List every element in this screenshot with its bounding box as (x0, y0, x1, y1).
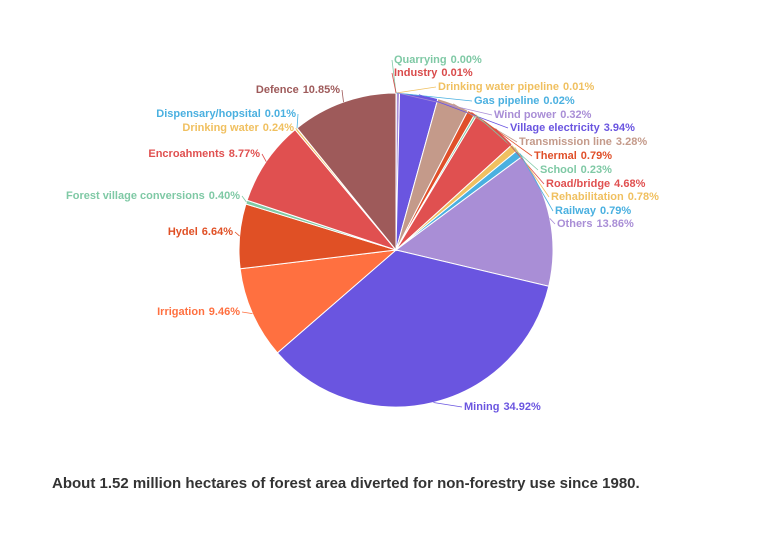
slice-label: Mining 34.92% (464, 401, 541, 413)
category-name: Drinking water pipeline (438, 81, 559, 93)
category-name: Irrigation (157, 306, 205, 318)
caption: About 1.52 million hectares of forest ar… (52, 475, 640, 492)
slice (239, 249, 398, 354)
category-name: Hydel (168, 226, 198, 238)
slice-label: Quarrying 0.00% (394, 54, 482, 66)
category-name: Industry (394, 67, 438, 79)
value-label: 0.01% (563, 81, 594, 93)
category-name: Village electricity (510, 122, 601, 134)
category-name: Forest village conversions (66, 190, 205, 202)
slice-label: Village electricity 3.94% (510, 122, 635, 134)
category-name: Drinking water (182, 122, 259, 134)
slice-label: Encroahments 8.77% (148, 148, 260, 160)
value-label: 0.40% (209, 190, 240, 202)
labels: Quarrying 0.00%Industry 0.01%Drinking wate… (66, 54, 659, 413)
slice (296, 92, 397, 252)
slice-label: Defence 10.85% (256, 84, 340, 96)
leader-line (514, 147, 550, 198)
leader-line (396, 92, 473, 102)
value-label: 10.85% (303, 84, 341, 96)
category-name: Encroahments (148, 148, 224, 160)
leader-line (296, 113, 299, 129)
leader-line (234, 231, 240, 237)
slice-label: Drinking water pipeline 0.01% (438, 81, 594, 93)
category-name: Rehabilitation (551, 191, 624, 203)
leader-line (397, 92, 493, 116)
category-name: Quarrying (394, 54, 447, 66)
leader-line (241, 195, 247, 203)
leader-line (241, 311, 253, 315)
category-name: Wind power (494, 109, 557, 121)
leader-line (391, 72, 397, 94)
category-name: Dispensary/hopsital (156, 108, 261, 120)
value-label: 6.64% (202, 226, 233, 238)
slice-label: Road/bridge 4.68% (546, 178, 646, 190)
leader-line (475, 114, 539, 171)
category-name: Mining (464, 401, 499, 413)
category-name: Thermal (534, 150, 577, 162)
category-name: School (540, 164, 577, 176)
slice-label: Others 13.86% (557, 218, 634, 230)
category-name: Others (557, 218, 592, 230)
slice-label: Railway 0.79% (555, 205, 631, 217)
value-label: 0.24% (263, 122, 294, 134)
value-label: 0.79% (581, 150, 612, 162)
slice-label: School 0.23% (540, 164, 612, 176)
value-label: 0.00% (451, 54, 482, 66)
pie (238, 92, 554, 408)
value-label: 0.01% (265, 108, 296, 120)
value-label: 8.77% (229, 148, 260, 160)
slice-label: Wind power 0.32% (494, 109, 592, 121)
slice (394, 155, 554, 287)
value-label: 3.28% (616, 136, 647, 148)
value-label: 3.94% (604, 122, 635, 134)
leader-line (433, 402, 463, 408)
slice-label: Industry 0.01% (394, 67, 473, 79)
category-name: Defence (256, 84, 299, 96)
slice-label: Hydel 6.64% (168, 226, 233, 238)
slice (276, 249, 550, 408)
value-label: 9.46% (209, 306, 240, 318)
value-label: 34.92% (503, 401, 541, 413)
value-label: 0.78% (628, 191, 659, 203)
leader-line (549, 218, 556, 225)
value-label: 0.32% (560, 109, 591, 121)
slice-label: Forest village conversions 0.40% (66, 190, 240, 202)
slice-label: Dispensary/hopsital 0.01% (156, 108, 296, 120)
value-label: 4.68% (614, 178, 645, 190)
value-label: 0.79% (600, 205, 631, 217)
slice-label: Rehabilitation 0.78% (551, 191, 659, 203)
leader-line (495, 128, 545, 185)
leader-line (418, 94, 509, 129)
slice-label: Irrigation 9.46% (157, 306, 240, 318)
category-name: Road/bridge (546, 178, 610, 190)
category-name: Transmission line (519, 136, 612, 148)
slice (246, 128, 398, 252)
category-name: Gas pipeline (474, 95, 539, 107)
leader-line (519, 153, 554, 212)
leader-line (341, 89, 344, 103)
slice-label: Gas pipeline 0.02% (474, 95, 575, 107)
value-label: 0.02% (543, 95, 574, 107)
leader-line (396, 86, 437, 94)
slice-label: Transmission line 3.28% (519, 136, 647, 148)
category-name: Railway (555, 205, 597, 217)
value-label: 13.86% (596, 218, 634, 230)
value-label: 0.01% (441, 67, 472, 79)
slice-label: Drinking water 0.24% (182, 122, 294, 134)
slice-label: Thermal 0.79% (534, 150, 612, 162)
leader-line (261, 153, 267, 162)
value-label: 0.23% (581, 164, 612, 176)
